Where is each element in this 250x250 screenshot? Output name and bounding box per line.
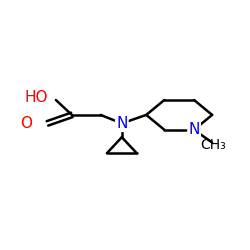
Text: N: N <box>188 122 200 137</box>
Text: HO: HO <box>25 90 48 106</box>
Text: CH₃: CH₃ <box>200 138 226 152</box>
Text: N: N <box>116 116 128 131</box>
Text: O: O <box>20 116 32 131</box>
